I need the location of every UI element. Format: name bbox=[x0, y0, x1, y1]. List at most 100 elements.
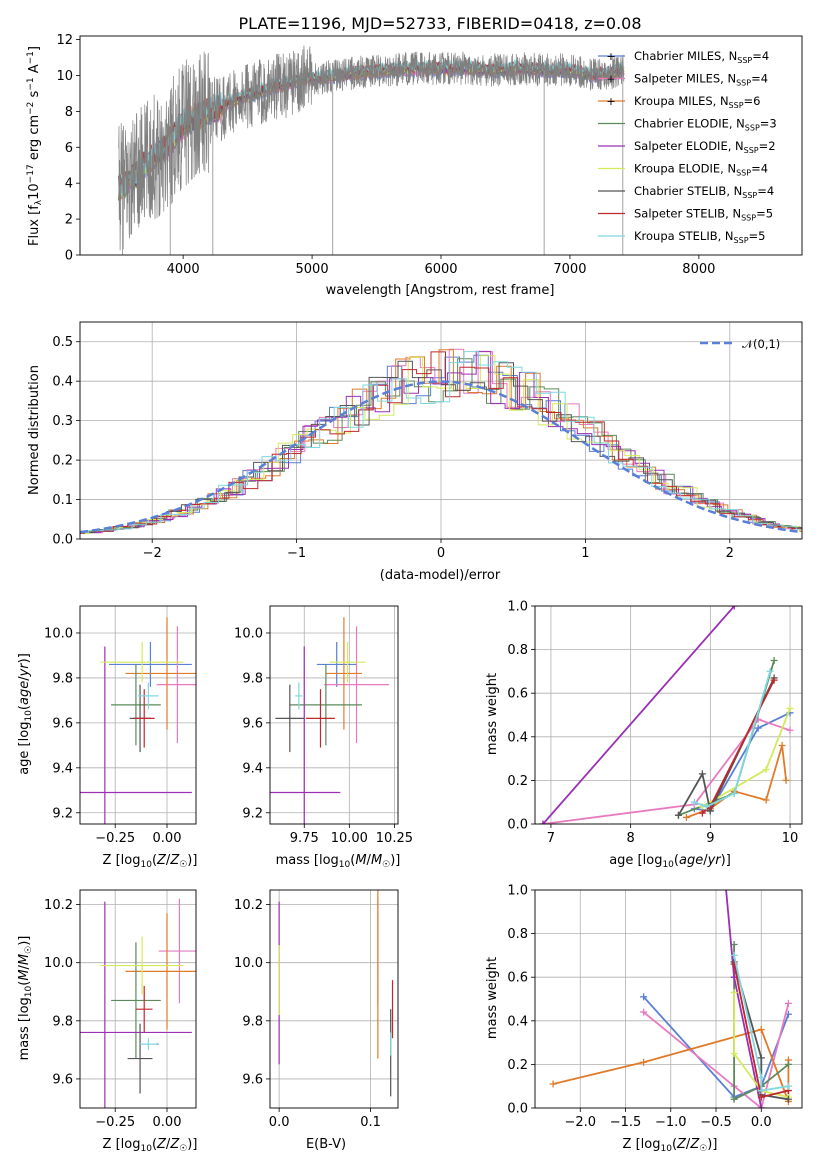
x-tick-label: 6000 bbox=[424, 262, 457, 277]
x-tick-label: 10.00 bbox=[331, 831, 368, 846]
mass-vs-ebv-panel: 0.0 0.1 9.6 9.8 10.0 10.2 bbox=[234, 884, 398, 1130]
y-tick-label: 10.0 bbox=[44, 626, 73, 641]
axes-frame bbox=[270, 606, 398, 824]
x-tick-label: 0.0 bbox=[269, 1115, 290, 1130]
age-vs-z-ylabel: age [log10(age/yr)] bbox=[17, 653, 34, 775]
x-tick-label: 10.25 bbox=[376, 831, 413, 846]
x-tick-label: 2 bbox=[726, 546, 734, 561]
x-tick-label: −0.25 bbox=[95, 831, 135, 846]
histogram-step bbox=[70, 352, 819, 539]
y-tick-label: 9.8 bbox=[52, 671, 73, 686]
x-tick-label: 8000 bbox=[682, 262, 715, 277]
legend-marker: + bbox=[606, 95, 615, 108]
y-tick-label: 2 bbox=[65, 213, 73, 228]
y-tick-label: 9.2 bbox=[52, 806, 73, 821]
weight-marker bbox=[758, 1026, 765, 1033]
weight-marker bbox=[787, 705, 794, 712]
weight-marker bbox=[771, 657, 778, 664]
y-tick-label: 9.4 bbox=[242, 761, 263, 776]
legend-entry: Kroupa STELIB, NSSP=5 bbox=[634, 229, 765, 245]
y-tick-label: 0.5 bbox=[52, 335, 73, 350]
spectrum-title: PLATE=1196, MJD=52733, FIBERID=0418, z=0… bbox=[238, 14, 641, 33]
y-tick-label: 10.0 bbox=[234, 626, 263, 641]
axes-frame bbox=[80, 606, 196, 824]
y-tick-label: 9.6 bbox=[242, 716, 263, 731]
y-tick-label: 10.2 bbox=[234, 898, 263, 913]
y-tick-label: 9.8 bbox=[242, 671, 263, 686]
x-tick-label: 7 bbox=[547, 831, 555, 846]
mass-vs-ebv-xlabel: E(B-V) bbox=[306, 1137, 346, 1152]
legend-entry: Salpeter MILES, NSSP=4 bbox=[634, 72, 768, 88]
weight-line bbox=[679, 678, 775, 815]
weight-marker bbox=[758, 1054, 765, 1061]
x-tick-label: 8 bbox=[627, 831, 635, 846]
mass-vs-z-ylabel: mass [log10(M/M☉)] bbox=[17, 936, 34, 1061]
y-tick-label: 0.0 bbox=[507, 818, 528, 833]
y-tick-label: 0.0 bbox=[507, 1102, 528, 1117]
residuals-ylabel: Normed distribution bbox=[27, 365, 42, 495]
x-tick-label: 10 bbox=[782, 831, 799, 846]
axes-frame bbox=[270, 890, 398, 1108]
axes-frame bbox=[80, 890, 196, 1108]
age-vs-z-xlabel: Z [log10(Z/Z☉)] bbox=[103, 853, 198, 870]
weight-line bbox=[694, 713, 790, 811]
errorbars bbox=[279, 884, 392, 1096]
y-tick-label: 1.0 bbox=[507, 884, 528, 899]
y-tick-label: 0.2 bbox=[507, 1058, 528, 1073]
y-tick-label: 9.6 bbox=[242, 1072, 263, 1087]
legend-entry: Chabrier STELIB, NSSP=4 bbox=[634, 184, 774, 200]
x-tick-label: 0.00 bbox=[153, 1115, 182, 1130]
weight-marker bbox=[763, 797, 770, 804]
weight-marker bbox=[722, 876, 729, 883]
legend-marker: + bbox=[606, 50, 615, 63]
weight-line bbox=[702, 709, 790, 807]
y-tick-label: 0 bbox=[65, 249, 73, 264]
histograms bbox=[59, 349, 819, 539]
weight-marker bbox=[550, 1081, 557, 1088]
y-tick-label: 0.8 bbox=[507, 643, 528, 658]
legend-entry: Salpeter STELIB, NSSP=5 bbox=[634, 207, 773, 223]
x-tick-label: 0.0 bbox=[751, 1115, 772, 1130]
y-tick-label: 9.8 bbox=[242, 1014, 263, 1029]
y-tick-label: 10.0 bbox=[234, 956, 263, 971]
y-tick-label: 0.0 bbox=[52, 533, 73, 548]
weight-marker bbox=[785, 1083, 792, 1090]
spectrum-xlabel: wavelength [Angstrom, rest frame] bbox=[326, 283, 555, 298]
x-tick-label: 5000 bbox=[296, 262, 329, 277]
residuals-xlabel: (data-model)/error bbox=[380, 568, 501, 583]
y-tick-label: 0.8 bbox=[507, 927, 528, 942]
weight-marker bbox=[785, 1000, 792, 1007]
y-tick-label: 10.0 bbox=[44, 956, 73, 971]
y-tick-label: 0.3 bbox=[52, 414, 73, 429]
x-tick-label: 0.1 bbox=[360, 1115, 381, 1130]
y-tick-label: 12 bbox=[56, 33, 73, 48]
y-tick-label: 10 bbox=[56, 69, 73, 84]
weight-marker bbox=[699, 770, 706, 777]
observed-spectrum bbox=[119, 46, 624, 251]
axes-frame bbox=[535, 606, 802, 824]
y-tick-label: 9.6 bbox=[52, 1072, 73, 1087]
y-tick-label: 9.2 bbox=[242, 806, 263, 821]
legend-entry: Salpeter ELODIE, NSSP=2 bbox=[634, 139, 776, 155]
weight-vs-z-ylabel: mass weight bbox=[485, 957, 500, 1039]
spectrum-ylabel: Flux [fλ10−17 erg cm−2 s−1 A−1] bbox=[26, 46, 44, 246]
weight-line bbox=[543, 719, 790, 824]
x-tick-label: 0.00 bbox=[153, 831, 182, 846]
legend-entry: Chabrier ELODIE, NSSP=3 bbox=[634, 117, 777, 133]
weight-marker bbox=[755, 725, 762, 732]
y-tick-label: 0.4 bbox=[52, 375, 73, 390]
y-tick-label: 0.4 bbox=[507, 730, 528, 745]
y-tick-label: 9.4 bbox=[52, 761, 73, 776]
weight-marker bbox=[767, 668, 774, 675]
x-tick-label: −2 bbox=[143, 546, 162, 561]
weight-marker bbox=[783, 777, 790, 784]
y-tick-label: 0.6 bbox=[507, 687, 528, 702]
y-tick-label: 0.4 bbox=[507, 1014, 528, 1029]
